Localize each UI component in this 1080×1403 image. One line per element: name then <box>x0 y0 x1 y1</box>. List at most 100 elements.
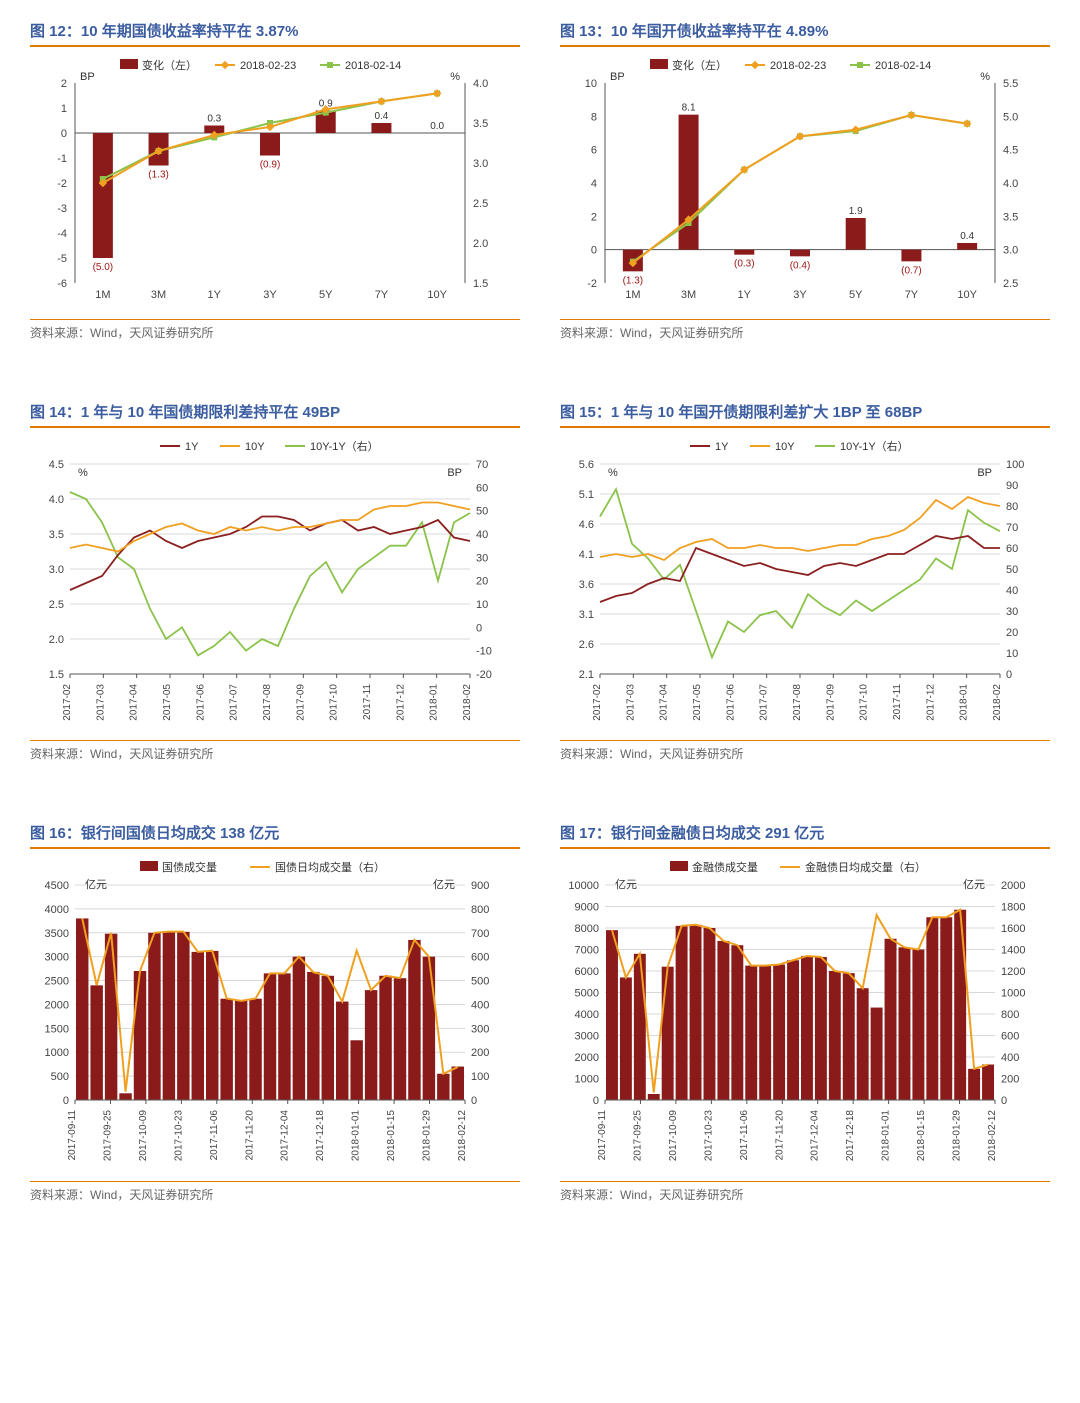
svg-text:2.5: 2.5 <box>49 599 64 611</box>
svg-text:4.6: 4.6 <box>579 519 594 531</box>
svg-text:2018-02-23: 2018-02-23 <box>770 60 826 72</box>
source-fig17: 资料来源：Wind，天风证券研究所 <box>560 1181 1050 1203</box>
svg-text:3.5: 3.5 <box>1003 211 1018 223</box>
svg-text:20: 20 <box>476 576 488 588</box>
svg-text:1.5: 1.5 <box>473 278 488 290</box>
panel-fig17: 图 17：银行间金融债日均成交 291 亿元 金融债成交量 金融债日均成交量（右）… <box>560 822 1050 1203</box>
svg-text:4.0: 4.0 <box>1003 178 1018 190</box>
svg-text:2018-02-12: 2018-02-12 <box>457 1110 468 1162</box>
svg-text:5.1: 5.1 <box>579 489 594 501</box>
svg-text:2017-11-20: 2017-11-20 <box>774 1110 785 1161</box>
svg-text:1000: 1000 <box>1001 988 1025 1000</box>
panel-fig15: 图 15：1 年与 10 年国开债期限利差扩大 1BP 至 68BP 1Y10Y… <box>560 401 1050 762</box>
svg-text:0: 0 <box>63 1095 69 1107</box>
title-fig14: 图 14：1 年与 10 年国债期限利差持平在 49BP <box>30 401 520 428</box>
svg-text:4.0: 4.0 <box>49 494 64 506</box>
svg-text:30: 30 <box>476 552 488 564</box>
svg-text:700: 700 <box>471 928 489 940</box>
svg-text:2017-10-23: 2017-10-23 <box>173 1110 184 1162</box>
svg-text:2017-10: 2017-10 <box>859 684 870 721</box>
svg-text:1.5: 1.5 <box>49 669 64 681</box>
svg-text:1: 1 <box>61 103 67 115</box>
svg-text:2017-09: 2017-09 <box>295 684 306 721</box>
panel-fig13: 图 13：10 年国开债收益率持平在 4.89% 变化（左）2018-02-23… <box>560 20 1050 341</box>
svg-text:变化（左）: 变化（左） <box>672 58 727 72</box>
svg-text:2017-03: 2017-03 <box>625 684 636 721</box>
svg-text:2017-09-25: 2017-09-25 <box>102 1110 113 1162</box>
svg-text:7Y: 7Y <box>375 289 389 301</box>
svg-text:金融债成交量: 金融债成交量 <box>692 860 758 874</box>
svg-text:5.0: 5.0 <box>1003 111 1018 123</box>
svg-text:-1: -1 <box>57 153 67 165</box>
svg-text:BP: BP <box>447 467 462 479</box>
svg-text:0.4: 0.4 <box>960 231 974 242</box>
svg-text:2017-10: 2017-10 <box>329 684 340 721</box>
svg-text:2000: 2000 <box>45 999 69 1011</box>
svg-text:%: % <box>450 71 460 83</box>
svg-text:1Y: 1Y <box>738 289 752 301</box>
svg-text:0.4: 0.4 <box>374 111 388 122</box>
source-fig12: 资料来源：Wind，天风证券研究所 <box>30 319 520 341</box>
svg-text:2018-01-29: 2018-01-29 <box>952 1110 963 1162</box>
svg-text:1000: 1000 <box>45 1047 69 1059</box>
title-fig17: 图 17：银行间金融债日均成交 291 亿元 <box>560 822 1050 849</box>
source-fig15: 资料来源：Wind，天风证券研究所 <box>560 740 1050 762</box>
svg-text:(1.3): (1.3) <box>623 275 644 286</box>
svg-text:4500: 4500 <box>45 880 69 892</box>
svg-text:10Y: 10Y <box>427 289 447 301</box>
svg-text:3.0: 3.0 <box>473 158 488 170</box>
chart-fig12: 变化（左）2018-02-232018-02-14-6-5-4-3-2-1012… <box>30 53 510 313</box>
svg-text:2017-09-11: 2017-09-11 <box>597 1110 608 1161</box>
source-fig14: 资料来源：Wind，天风证券研究所 <box>30 740 520 762</box>
svg-text:2000: 2000 <box>1001 880 1025 892</box>
svg-text:2.5: 2.5 <box>1003 278 1018 290</box>
svg-text:1M: 1M <box>625 289 640 301</box>
svg-text:4.5: 4.5 <box>49 459 64 471</box>
svg-text:亿元: 亿元 <box>963 878 985 891</box>
svg-text:2017-05: 2017-05 <box>162 684 173 721</box>
svg-text:2018-01-01: 2018-01-01 <box>351 1110 362 1162</box>
svg-text:2017-11: 2017-11 <box>892 684 903 720</box>
svg-text:8.1: 8.1 <box>682 103 696 114</box>
svg-text:2017-12-04: 2017-12-04 <box>810 1110 821 1162</box>
svg-text:2017-07: 2017-07 <box>229 684 240 721</box>
svg-text:%: % <box>980 71 990 83</box>
svg-text:1.9: 1.9 <box>849 206 863 217</box>
svg-text:10: 10 <box>1006 648 1018 660</box>
chart-fig14: 1Y10Y10Y-1Y（右）1.52.02.53.03.54.04.5-20-1… <box>30 434 510 734</box>
svg-text:1500: 1500 <box>45 1023 69 1035</box>
svg-text:10Y: 10Y <box>957 289 977 301</box>
svg-text:0.3: 0.3 <box>207 114 221 125</box>
svg-text:2018-01-15: 2018-01-15 <box>916 1110 927 1162</box>
svg-text:2017-11-06: 2017-11-06 <box>739 1110 750 1161</box>
svg-text:3.5: 3.5 <box>473 118 488 130</box>
svg-text:0.0: 0.0 <box>430 121 444 132</box>
svg-text:金融债日均成交量（右）: 金融债日均成交量（右） <box>805 860 926 874</box>
svg-text:5000: 5000 <box>575 988 599 1000</box>
svg-text:70: 70 <box>476 459 488 471</box>
svg-text:2000: 2000 <box>575 1052 599 1064</box>
svg-text:10: 10 <box>585 78 597 90</box>
svg-text:1200: 1200 <box>1001 966 1025 978</box>
svg-text:500: 500 <box>471 976 489 988</box>
svg-text:亿元: 亿元 <box>433 878 455 891</box>
svg-text:-20: -20 <box>476 669 492 681</box>
svg-text:4000: 4000 <box>45 904 69 916</box>
svg-text:1800: 1800 <box>1001 902 1025 914</box>
svg-text:40: 40 <box>1006 585 1018 597</box>
svg-text:3.6: 3.6 <box>579 579 594 591</box>
svg-text:亿元: 亿元 <box>615 878 637 891</box>
chart-fig15: 1Y10Y10Y-1Y（右）2.12.63.13.64.14.65.15.601… <box>560 434 1040 734</box>
title-fig16: 图 16：银行间国债日均成交 138 亿元 <box>30 822 520 849</box>
svg-text:2.6: 2.6 <box>579 639 594 651</box>
svg-text:3Y: 3Y <box>263 289 277 301</box>
svg-text:2017-10-09: 2017-10-09 <box>138 1110 149 1162</box>
svg-text:4000: 4000 <box>575 1009 599 1021</box>
svg-text:70: 70 <box>1006 522 1018 534</box>
svg-text:3000: 3000 <box>575 1031 599 1043</box>
svg-text:8: 8 <box>591 111 597 123</box>
svg-text:500: 500 <box>51 1071 69 1083</box>
svg-text:9000: 9000 <box>575 902 599 914</box>
svg-text:10Y: 10Y <box>775 441 795 453</box>
svg-text:100: 100 <box>471 1071 489 1083</box>
